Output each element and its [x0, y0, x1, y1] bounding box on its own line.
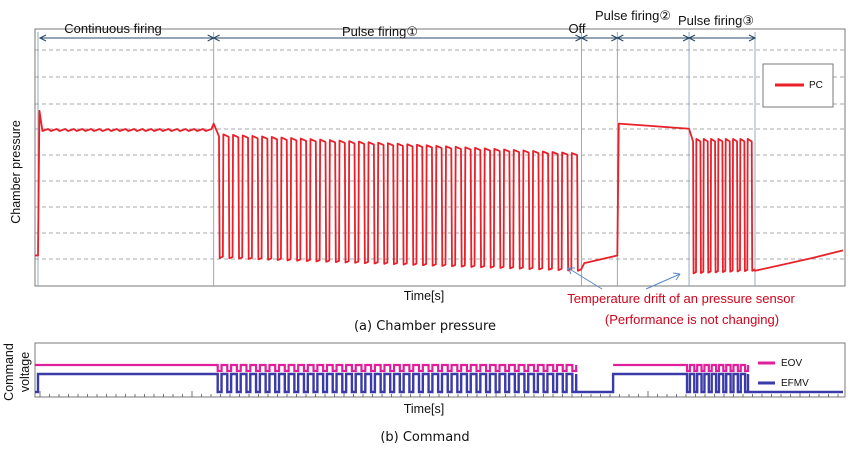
- efmv-series-line: [35, 372, 843, 394]
- caption-chamber-pressure: (a) Chamber pressure: [354, 319, 496, 334]
- pc-series-line: [35, 109, 844, 275]
- annotation-arrow-right: [645, 273, 681, 290]
- command-y-axis-label-line-1: Command: [2, 343, 16, 401]
- annotation-arrow-left: [567, 267, 603, 290]
- phase-label-pulse-2: Pulse firing②: [595, 8, 671, 23]
- pressure-y-axis-label: Chamber pressure: [9, 120, 23, 224]
- annotation-line-2: (Performance is not changing): [605, 312, 779, 327]
- eov-series-line: [35, 363, 750, 373]
- annotation-arrow-left-head: [567, 267, 575, 275]
- caption-command: (b) Command: [380, 430, 469, 445]
- command-x-ticks: [39, 391, 839, 397]
- phase-arrows: [38, 34, 757, 42]
- phase-label-pulse-3: Pulse firing③: [678, 13, 754, 28]
- annotation-arrow-right-head: [672, 272, 681, 281]
- annotation-line-1: Temperature drift of an pressure sensor: [567, 291, 795, 306]
- command-x-axis-label: Time[s]: [404, 402, 445, 416]
- phase-label-continuous: Continuous firing: [64, 21, 162, 36]
- pressure-x-axis-label: Time[s]: [404, 289, 445, 303]
- command-y-axis-label-line-2: voltage: [18, 352, 32, 392]
- phase-label-pulse-1: Pulse firing①: [342, 24, 418, 39]
- legend-label-pc: PC: [809, 80, 823, 91]
- legend-label-eov: EOV: [781, 358, 802, 369]
- phase-arrow-5: [687, 34, 757, 42]
- phase-label-off: Off: [568, 21, 585, 36]
- legend-label-efmv: EFMV: [781, 378, 809, 389]
